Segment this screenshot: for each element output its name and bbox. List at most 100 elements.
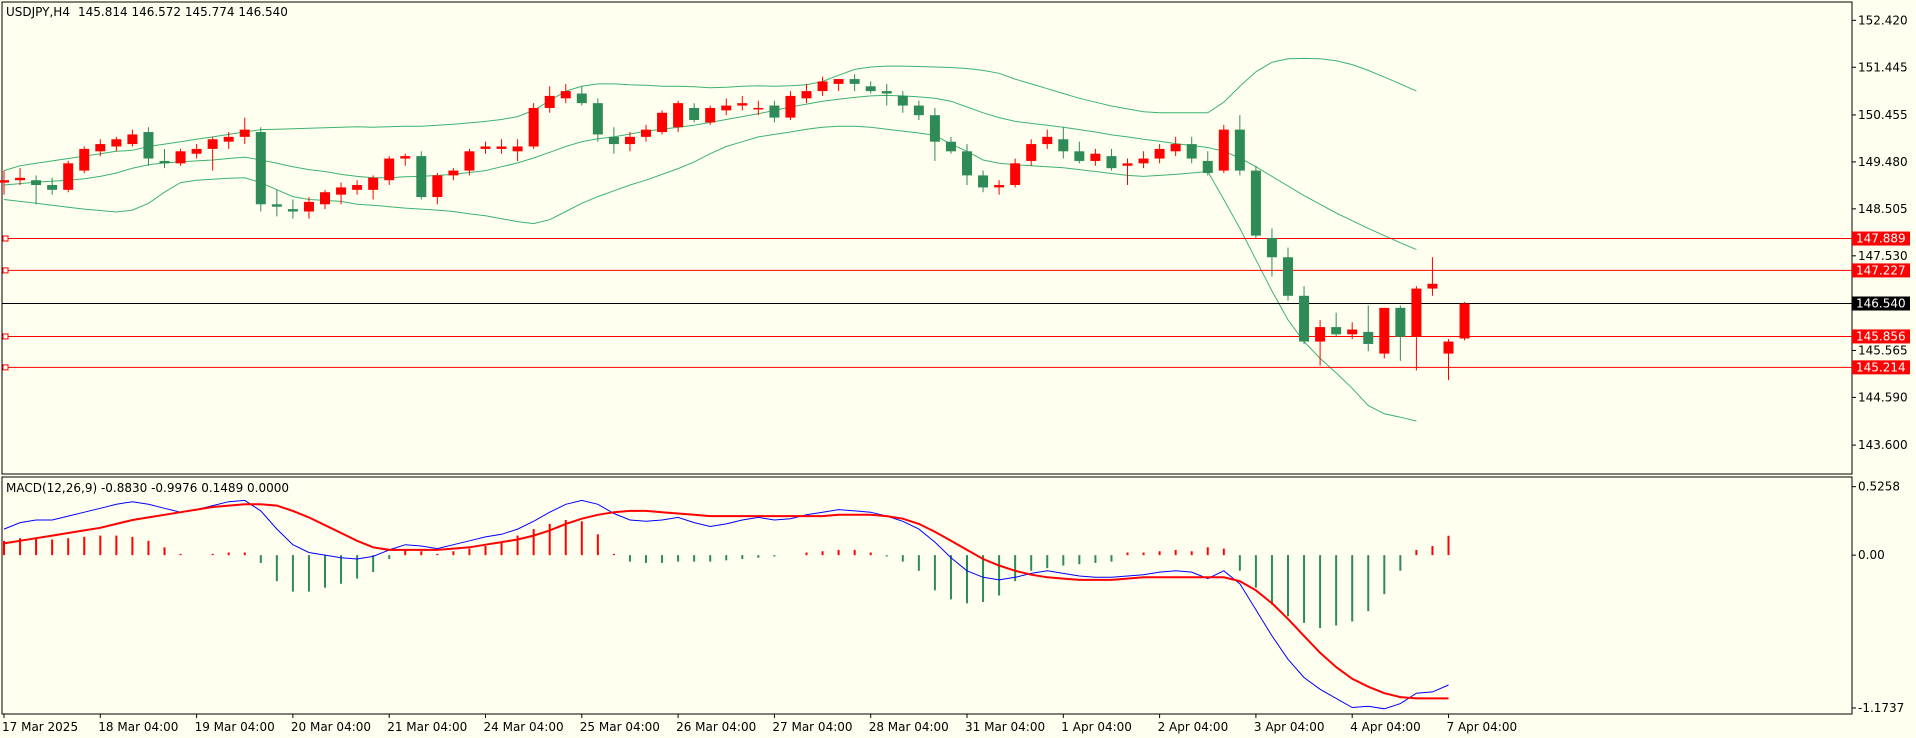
price-tick-label: 149.480: [1858, 155, 1908, 169]
candle-body: [897, 95, 908, 106]
level-price-tag: [1852, 329, 1910, 344]
level-price-tag: [1852, 231, 1910, 246]
time-tick-label: 26 Mar 04:00: [676, 720, 756, 734]
candle-body: [223, 136, 234, 142]
candle-body: [1363, 331, 1374, 344]
price-axis: 147.889 147.227 145.856 145.214 146.540 152.4…: [1852, 13, 1910, 452]
bb-lower-line: [3, 125, 1417, 422]
candle-body: [1154, 148, 1165, 159]
candle-body: [320, 192, 330, 205]
level-marker: [2, 235, 9, 242]
candle-body: [1427, 283, 1438, 289]
candle-body: [0, 180, 9, 183]
candle-body: [1138, 158, 1149, 164]
main-panel: USDJPY,H4 145.814 146.572 145.774 146.54…: [0, 1, 1910, 475]
candle-body: [1250, 170, 1261, 236]
time-tick-label: 2 Apr 04:00: [1158, 720, 1229, 734]
candle-body: [336, 187, 347, 195]
candle-body: [1202, 160, 1213, 173]
time-tick-label: 21 Mar 04:00: [387, 720, 467, 734]
price-tick-label: 143.600: [1858, 438, 1908, 452]
time-tick-label: 18 Mar 04:00: [98, 720, 178, 734]
candle-body: [1411, 288, 1422, 337]
candle-body: [1299, 295, 1310, 342]
candle-body: [1026, 144, 1037, 161]
candle-body: [881, 91, 892, 94]
candle-body: [143, 132, 154, 159]
time-tick-label: 4 Apr 04:00: [1350, 720, 1421, 734]
time-tick-label: 25 Mar 04:00: [580, 720, 660, 734]
macd-plot-border: [1, 476, 1853, 715]
candle-body: [769, 105, 780, 118]
macd-tick-label: 0.00: [1858, 548, 1885, 562]
current-price-tag-label: 146.540: [1856, 297, 1906, 311]
candle-body: [817, 81, 828, 92]
candle-body: [1283, 257, 1293, 296]
candle-body: [1058, 139, 1069, 152]
symbol-label: USDJPY,H4: [6, 5, 70, 19]
price-tick-label: 144.590: [1858, 390, 1908, 404]
candle-body: [1218, 129, 1229, 171]
candle-body: [1234, 129, 1245, 171]
candle-body: [737, 103, 748, 106]
candle-body: [287, 209, 298, 212]
candle-body: [31, 180, 42, 186]
time-tick-label: 19 Mar 04:00: [195, 720, 275, 734]
candle-body: [673, 103, 684, 128]
signal-line: [3, 503, 1449, 700]
level-price-tag: [1852, 263, 1910, 278]
candle-body: [239, 129, 250, 137]
level-marker: [2, 333, 9, 340]
candles-layer: [0, 74, 1470, 381]
candle-body: [1170, 144, 1181, 152]
candle-body: [753, 107, 764, 110]
candle-body: [400, 156, 411, 159]
candle-body: [368, 177, 379, 190]
candle-body: [1090, 153, 1101, 161]
candle-body: [111, 139, 122, 147]
macd-label: MACD(12,26,9) -0.8830 -0.9976 0.1489 0.0…: [6, 481, 289, 495]
time-tick-label: 24 Mar 04:00: [484, 720, 564, 734]
time-tick-label: 27 Mar 04:00: [772, 720, 852, 734]
candle-body: [801, 91, 812, 99]
level-price-tag: [1852, 360, 1910, 375]
candle-body: [1186, 144, 1197, 159]
time-tick-label: 7 Apr 04:00: [1447, 720, 1518, 734]
time-tick-label: 20 Mar 04:00: [291, 720, 371, 734]
price-tick-label: 151.445: [1858, 60, 1908, 74]
candle-body: [352, 185, 363, 190]
candle-body: [1347, 329, 1358, 335]
candle-body: [127, 134, 138, 145]
time-tick-label: 31 Mar 04:00: [965, 720, 1045, 734]
time-axis: 17 Mar 2025 18 Mar 04:00 19 Mar 04:00 20 Ma…: [2, 714, 1517, 734]
candle-body: [689, 107, 700, 120]
time-tick-label: 3 Apr 04:00: [1254, 720, 1325, 734]
candle-body: [79, 148, 90, 171]
candle-body: [929, 115, 940, 142]
candle-body: [47, 185, 58, 190]
candle-body: [512, 146, 523, 152]
price-tick-label: 152.420: [1858, 13, 1908, 27]
price-tick-label: 145.565: [1858, 343, 1908, 357]
candle-body: [480, 146, 491, 149]
candle-body: [624, 136, 635, 145]
bb-upper-line: [3, 57, 1417, 172]
levels-layer: [2, 235, 1852, 371]
candle-body: [865, 86, 876, 92]
candle-body: [496, 146, 507, 149]
candle-body: [255, 132, 266, 205]
candle-body: [785, 95, 796, 118]
candle-body: [1122, 163, 1133, 166]
time-tick-label: 28 Mar 04:00: [869, 720, 949, 734]
candle-body: [1042, 136, 1053, 145]
candle-body: [1315, 327, 1326, 342]
candle-body: [945, 141, 956, 152]
macd-line: [3, 499, 1449, 710]
time-tick-label: 17 Mar 2025: [2, 720, 78, 734]
candle-body: [608, 136, 619, 145]
candle-body: [159, 160, 170, 164]
candle-body: [641, 129, 651, 137]
candle-body: [464, 151, 475, 171]
candle-body: [175, 151, 186, 164]
